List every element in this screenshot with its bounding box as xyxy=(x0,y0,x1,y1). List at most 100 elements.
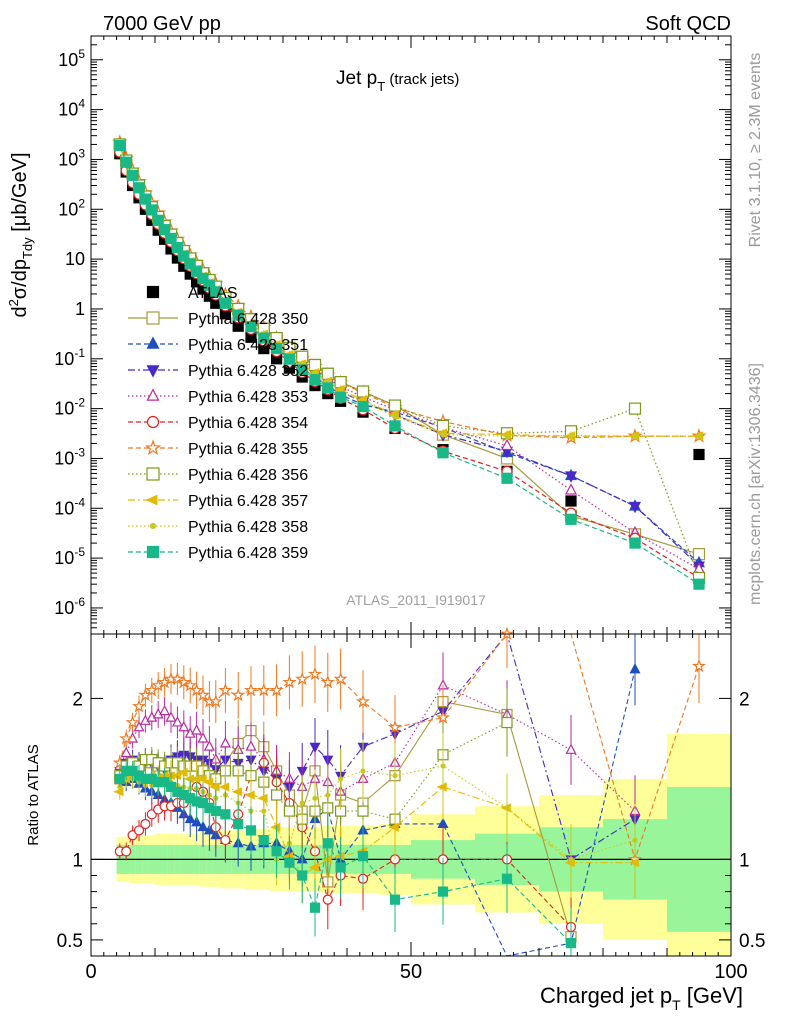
legend-label: Pythia 6.428 355 xyxy=(188,441,308,458)
ratio-point xyxy=(335,862,346,873)
series-line xyxy=(119,144,700,579)
legend-marker xyxy=(146,336,160,349)
tick-exp: -5 xyxy=(74,545,85,559)
ratio-y-tick-label-right: 0.5 xyxy=(739,931,765,952)
ratio-point xyxy=(271,846,282,857)
y-label-unit: [μb/GeV] xyxy=(9,152,31,237)
ratio-point xyxy=(392,773,398,779)
y-tick-label: 102 xyxy=(58,196,85,219)
data-point xyxy=(283,353,295,365)
y-tick-label: 10-6 xyxy=(54,595,85,618)
data-point xyxy=(309,374,321,386)
legend-marker xyxy=(146,311,160,325)
tick-exp: -1 xyxy=(74,346,85,360)
ratio-point xyxy=(269,682,284,697)
ratio-point xyxy=(191,724,203,735)
main-title-subscript: T xyxy=(377,79,385,94)
ratio-point xyxy=(140,818,151,830)
ratio-point xyxy=(312,795,318,801)
tick-base: 10 xyxy=(58,100,78,120)
tick-base: 10 xyxy=(54,448,74,468)
y-tick-label: 10-5 xyxy=(54,545,85,568)
ratio-series-4 xyxy=(114,737,577,956)
rivet-side-label: Rivet 3.1.10, ≥ 2.3M events xyxy=(747,53,764,248)
legend-label: ATLAS xyxy=(188,285,238,302)
ratio-point xyxy=(295,671,310,686)
legend-marker xyxy=(146,467,160,481)
legend-label: Pythia 6.428 351 xyxy=(188,337,308,354)
legend-label: Pythia 6.428 359 xyxy=(188,545,308,562)
legend-entry: Pythia 6.428 353 xyxy=(128,388,308,406)
ratio-point xyxy=(209,782,220,792)
tick-base: 10 xyxy=(54,349,74,369)
ratio-point xyxy=(357,805,369,817)
watermark-text: ATLAS_2011_I919017 xyxy=(346,592,486,608)
ratio-point xyxy=(178,720,190,732)
main-title: Jet pT (track jets) xyxy=(336,68,459,94)
ratio-point xyxy=(629,662,641,674)
legend: ATLAS Pythia 6.428 350 Pythia 6.428 351 Pyt… xyxy=(128,285,308,562)
ratio-point xyxy=(320,674,335,689)
tick-base: 10 xyxy=(58,199,78,219)
ratio-point xyxy=(299,800,305,806)
tick-exp: -3 xyxy=(74,445,85,459)
data-point xyxy=(120,156,132,168)
y-tick-label: 10-2 xyxy=(54,396,85,419)
legend-label: Pythia 6.428 353 xyxy=(188,389,308,406)
data-point xyxy=(271,343,283,355)
y-tick-label: 103 xyxy=(58,146,85,169)
ratio-point xyxy=(219,737,231,748)
data-point xyxy=(629,501,641,514)
legend-marker xyxy=(146,285,160,299)
ratio-x-tick-label: 0 xyxy=(85,961,96,983)
data-point xyxy=(126,169,139,181)
data-point xyxy=(629,537,641,549)
legend-marker xyxy=(146,545,160,559)
ratio-point xyxy=(210,805,221,817)
ratio-point xyxy=(284,857,295,868)
ratio-point xyxy=(191,815,203,827)
legend-entry: Pythia 6.428 359 xyxy=(128,545,308,562)
data-point xyxy=(632,433,638,440)
legend-entry: Pythia 6.428 355 xyxy=(128,439,308,458)
ratio-point xyxy=(308,862,319,872)
ratio-point xyxy=(133,720,145,732)
y-tick-label: 10 xyxy=(65,249,85,269)
ratio-point xyxy=(436,782,447,792)
data-point xyxy=(203,279,215,291)
ratio-point xyxy=(114,773,125,785)
ratio-point xyxy=(171,716,183,727)
y-label-sup: 2 xyxy=(6,299,21,306)
ratio-point xyxy=(133,825,145,836)
ratio-point xyxy=(231,687,246,702)
ratio-point xyxy=(244,790,255,800)
data-point xyxy=(178,250,190,262)
ratio-point xyxy=(322,894,333,905)
x-label-sub: T xyxy=(672,997,681,1013)
data-point xyxy=(139,193,151,205)
tick-base: 10 xyxy=(54,548,74,568)
data-point xyxy=(565,471,577,483)
ratio-axes: 0.5 0.5 1 1 2 2 0 50 100 xyxy=(57,634,765,983)
ratio-point xyxy=(208,694,223,708)
ratio-point xyxy=(283,805,295,817)
data-point xyxy=(258,332,270,344)
y-tick-label: 105 xyxy=(58,47,85,70)
legend-marker xyxy=(146,388,160,401)
tick-base: 10 xyxy=(58,149,78,169)
y-tick-label: 10-3 xyxy=(54,445,85,468)
series-7 xyxy=(113,138,706,585)
data-point xyxy=(296,364,308,376)
data-point xyxy=(146,204,158,216)
legend-label: Pythia 6.428 350 xyxy=(188,311,308,328)
ratio-point xyxy=(113,787,124,797)
ratio-point xyxy=(165,711,177,722)
data-point xyxy=(114,139,126,152)
ratio-point xyxy=(388,822,399,832)
data-point xyxy=(565,483,577,495)
ratio-series-5 xyxy=(112,626,707,896)
data-point xyxy=(171,242,183,254)
ratio-y-tick-label-left: 0.5 xyxy=(57,931,83,952)
ratio-point xyxy=(357,851,369,862)
